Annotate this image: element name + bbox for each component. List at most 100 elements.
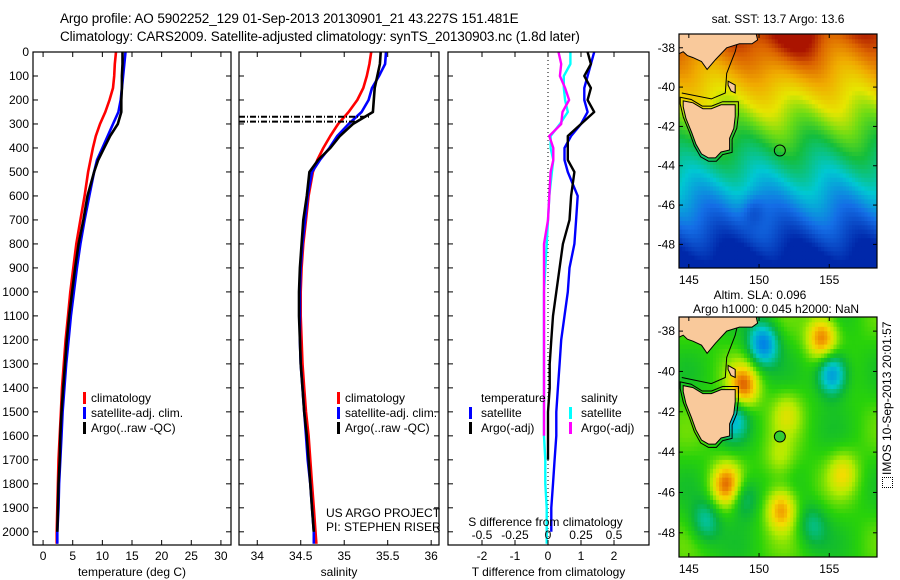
sst_map-cell [799,142,804,148]
sst_map-cell [691,190,696,195]
sst_map-cell [768,90,773,96]
sst_map-cell [830,34,835,40]
sst_map-cell [814,255,819,260]
sst_map-cell [811,164,816,170]
sst_map-cell [762,138,767,144]
sla_map-cell [706,446,711,452]
sst_map-cell [818,43,822,48]
sst_map-cell [743,181,748,187]
sst_map-cell [688,82,692,87]
sst_map-cell [697,250,702,256]
sst_map-cell [836,181,841,187]
sst_map-cell [737,155,742,161]
sst_map-cell [824,194,828,200]
sst_map-cell [771,255,776,260]
sst_map-cell [713,159,717,165]
sst_map-cell [852,172,856,178]
sst_map-cell [793,99,797,105]
sst_map-cell [750,112,754,118]
sst_map-cell [858,95,862,100]
sla_map-cell [719,525,723,531]
sst_map-cell [839,133,844,139]
sst_map-cell [821,125,825,131]
sla_map-cell [737,499,742,505]
sst_map-cell [756,56,760,61]
sst_map-cell [740,168,745,174]
sst_map-cell [845,142,850,148]
sst_map-cell [697,259,702,265]
sst_map-cell [814,99,819,105]
sla_map-cell [728,539,733,545]
salinity-legend-label: climatology [345,391,405,405]
sst_map-cell [845,56,850,61]
sst_map-cell [811,198,816,204]
sst_map-cell [845,64,850,70]
sla_map-cell [706,352,711,358]
sla_map-cell [731,437,736,443]
sla_map-cell [691,432,696,438]
sla_map-cell [703,494,708,500]
sla_map-cell [740,525,745,531]
sst_map-cell [737,112,742,118]
sla_map-cell [694,348,699,354]
sst_map-cell [737,233,742,239]
sst_map-cell [808,224,813,230]
sst_map-cell [830,220,835,226]
sst_map-cell [784,82,788,87]
sst_map-cell [685,203,689,208]
sla_map-cell [682,490,686,496]
sst_map-cell [787,155,791,161]
sst_map-cell [737,64,742,70]
sla_map-cell [713,459,717,465]
sst_map-cell [768,95,773,100]
sla_map-cell [731,352,736,358]
sla_map-cell [716,463,720,469]
sst_map-cell [818,237,822,243]
sst_map-cell [808,242,813,247]
sla_map-cell [734,441,739,447]
sla_map-cell [737,366,742,372]
sst_map-cell [802,120,807,126]
sla_map-cell [709,463,714,469]
sst_map-cell [852,185,856,191]
sst_map-cell [848,198,853,204]
sla_map-cell [706,539,711,545]
sla_map-cell [728,543,733,549]
sst_map-cell [740,73,745,79]
sst_map-cell [845,34,850,40]
sla_map-cell [697,375,702,381]
sst_map-cell [762,242,767,247]
sst_map-cell [759,116,763,122]
sst_map-cell [793,207,797,213]
sst_map-cell [728,224,733,230]
sst_map-cell [842,181,847,187]
sla_map-cell [719,352,723,358]
sst_map-cell [827,155,831,161]
sst_map-cell [753,233,757,239]
sla_map-cell [737,397,742,403]
sst_map-cell [873,216,877,221]
sla_map-cell [725,348,729,354]
sst_map-cell [824,133,828,139]
sla_map-cell [682,335,686,341]
sla_map-cell [685,361,689,367]
sst_map-cell [756,207,760,213]
sla_map-cell [737,410,742,416]
sst_map-cell [679,133,683,139]
sst_map-cell [821,47,825,53]
sla_map-cell [694,361,699,367]
sla_map-cell [728,512,733,518]
sst_map-cell [839,185,844,191]
sst_map-cell [855,172,859,178]
sst_map-cell [774,168,779,174]
sla_map-cell [728,375,733,381]
sst_map-cell [864,34,869,40]
sla_map-cell [713,499,717,505]
sst_map-cell [765,64,770,70]
sst_map-cell [747,151,751,157]
sla_map-cell [688,503,692,509]
sst_map-cell [759,198,763,204]
sst_map-cell [765,177,770,183]
sst_map-cell [765,255,770,260]
sla_map-cell [713,384,717,389]
